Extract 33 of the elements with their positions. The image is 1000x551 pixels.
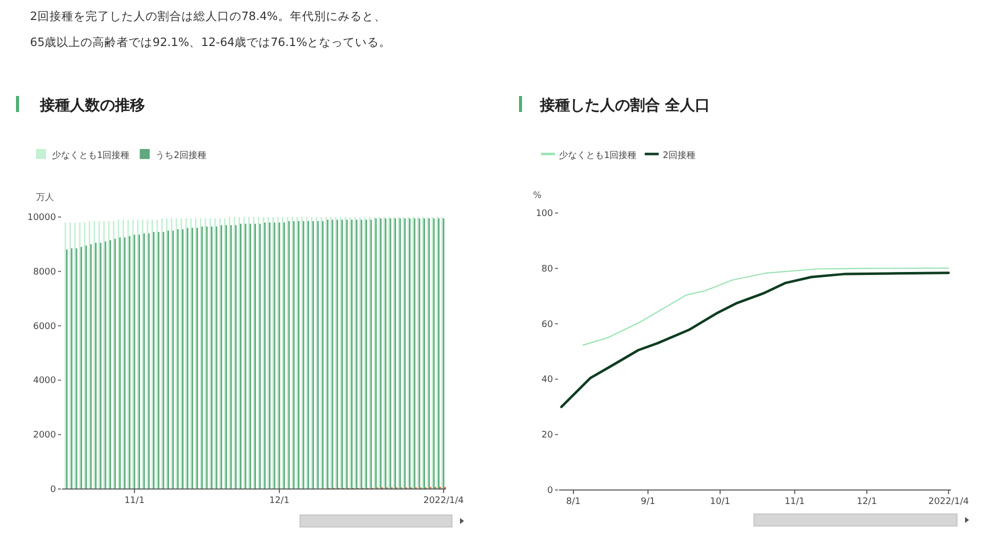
y-tick-label: 60 (542, 320, 554, 330)
y-tick-label: 8000 (33, 267, 56, 278)
x-tick-label: 9/1 (640, 497, 656, 507)
x-tick-label: 2022/1/4 (928, 497, 970, 507)
y-axis-title: % (533, 191, 542, 201)
y-tick-label: 0 (547, 486, 554, 496)
y-tick-label: 20 (542, 430, 554, 441)
line-series (560, 272, 950, 408)
line-series (582, 268, 950, 346)
y-tick-label: 0 (50, 485, 56, 495)
y-tick-label: 100 (536, 209, 554, 219)
x-tick-label: 10/1 (710, 497, 730, 507)
y-tick-label: 80 (542, 264, 554, 274)
text: 65歳以上の高齢者では92.1%、12-64歳では76.1%となっている。 (30, 35, 392, 49)
x-tick-label: 2022/1/4 (423, 496, 464, 506)
y-tick-label: 10000 (27, 213, 56, 223)
x-tick-label: 11/1 (124, 496, 145, 506)
text: 2回接種を完了した人の割合は総人口の78.4%。年代別にみると、 (30, 9, 386, 23)
x-tick-label: 8/1 (566, 497, 581, 507)
y-tick-label: 6000 (33, 322, 56, 332)
y-tick-label: 4000 (33, 376, 56, 386)
y-axis-title: 万人 (36, 192, 54, 203)
x-tick-label: 12/1 (269, 496, 290, 506)
chart-title: 接種人数の推移 (39, 96, 145, 114)
legend-label: 少なくとも1回接種 (52, 150, 130, 161)
legend-label: うち2回接種 (156, 150, 206, 161)
chart-title: 接種した人の割合 全人口 (539, 96, 710, 114)
legend-label: 少なくとも1回接種 (559, 150, 637, 161)
legend-label: 2回接種 (662, 150, 696, 161)
y-tick-label: 2000 (33, 430, 56, 441)
x-tick-label: 11/1 (784, 497, 805, 507)
y-tick-label: 40 (542, 375, 554, 386)
x-tick-label: 12/1 (856, 497, 877, 507)
